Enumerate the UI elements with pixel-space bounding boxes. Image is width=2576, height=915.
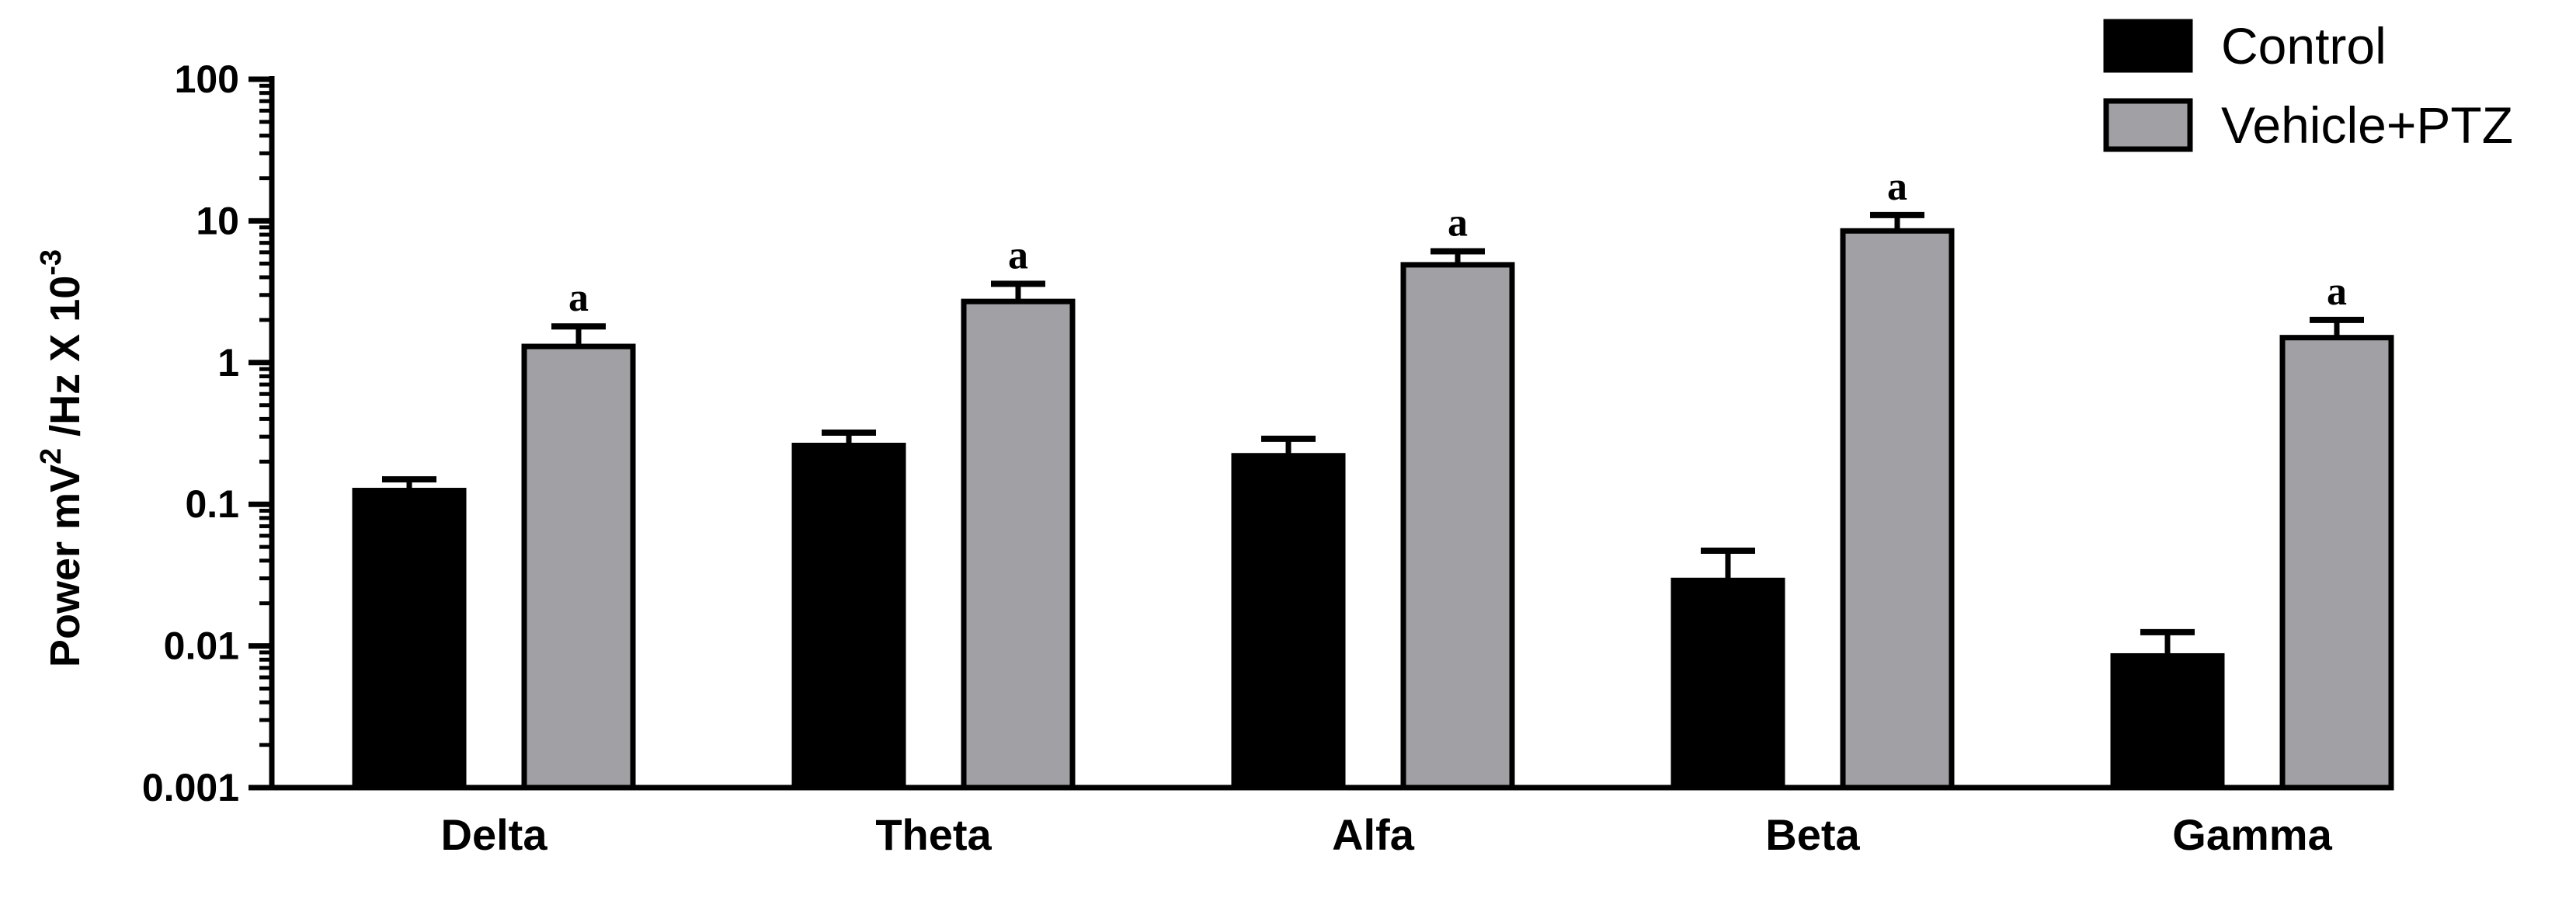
svg-text:Power mV2 /Hz X 10-3: Power mV2 /Hz X 10-3 xyxy=(35,249,89,667)
axes: 0.001 0.01 0.1 1 10 100 Delta Theta Alfa Beta Gamm… xyxy=(142,57,2373,859)
bar-vehicle-ptz-delta xyxy=(521,343,636,791)
significance-label: a xyxy=(1448,201,1468,245)
bar-control-beta xyxy=(1670,577,1785,791)
y-axis-label-middle: /Hz X 10 xyxy=(42,276,89,448)
significance-label: a xyxy=(2327,270,2347,314)
x-tick-label: Delta xyxy=(441,810,548,859)
bar-control-alfa xyxy=(1231,453,1346,791)
x-tick-label: Gamma xyxy=(2172,810,2332,859)
y-axis-label: Power mV2 /Hz X 10-3 xyxy=(35,249,89,667)
bar-vehicle-ptz-gamma xyxy=(2279,335,2394,791)
bar-vehicle-ptz-alfa xyxy=(1400,262,1515,791)
bar-control-delta xyxy=(352,488,467,791)
legend-swatch xyxy=(2103,19,2193,73)
significance-label: a xyxy=(1008,233,1028,277)
y-tick-label: 1 xyxy=(217,341,239,384)
y-tick-label: 10 xyxy=(196,199,239,242)
bar-vehicle-ptz-beta xyxy=(1840,228,1955,791)
y-axis-label-sup2: -3 xyxy=(35,249,68,276)
bar-vehicle-ptz-theta xyxy=(961,298,1076,791)
significance-label: a xyxy=(568,276,589,320)
bars: a a a a a xyxy=(352,165,2394,791)
y-tick-label: 0.1 xyxy=(185,482,239,526)
y-axis-label-sup1: 2 xyxy=(35,448,68,464)
bar-control-theta xyxy=(791,443,906,791)
legend-swatch xyxy=(2103,98,2193,152)
legend-label: Vehicle+PTZ xyxy=(2221,96,2513,154)
x-tick-label: Alfa xyxy=(1332,810,1415,859)
y-axis-label-prefix: Power mV xyxy=(42,464,89,667)
x-tick-label: Theta xyxy=(875,810,992,859)
y-tick-label: 0.01 xyxy=(164,624,239,668)
bar-control-gamma xyxy=(2110,652,2225,791)
y-tick-label: 100 xyxy=(175,57,239,101)
y-tick-label: 0.001 xyxy=(142,766,239,809)
significance-label: a xyxy=(1887,165,1907,209)
legend-label: Control xyxy=(2221,17,2387,75)
legend: Control Vehicle+PTZ xyxy=(2103,17,2513,154)
x-tick-label: Beta xyxy=(1765,810,1860,859)
